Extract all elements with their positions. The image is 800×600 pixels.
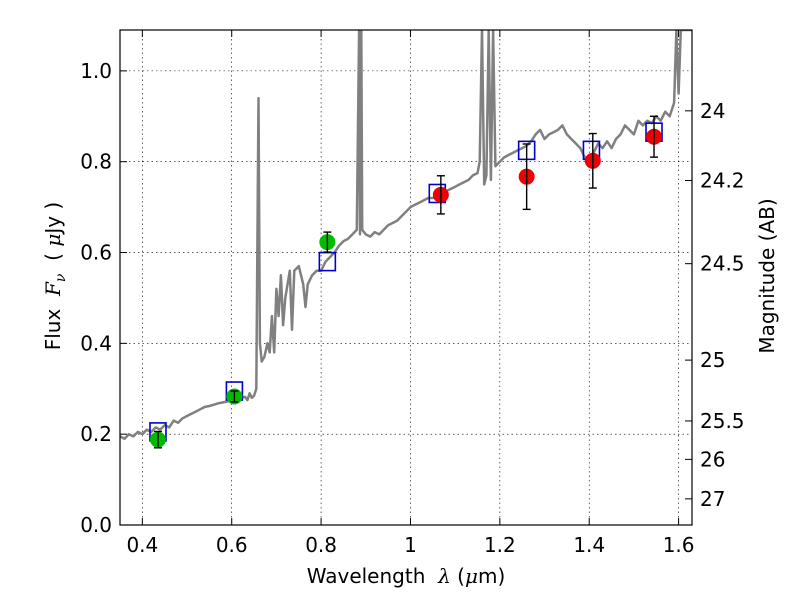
magnitude-tick-label: 24.2: [700, 169, 745, 193]
y-tick-label: 1.0: [80, 59, 112, 83]
magnitude-tick-label: 26: [700, 447, 725, 471]
x-tick-label: 0.6: [216, 533, 248, 557]
x-tick-label: 0.4: [126, 533, 158, 557]
magnitude-axis-title: Magnitude (AB): [755, 198, 779, 353]
y-tick-label: 0.4: [80, 331, 112, 355]
magnitude-tick-label: 25: [700, 348, 725, 372]
magnitude-tick-label: 24: [700, 99, 725, 123]
y-tick-label: 0.8: [80, 150, 112, 174]
y-tick-label: 0.2: [80, 422, 112, 446]
y-axis-title: Flux Fν ( μJy ): [41, 202, 69, 351]
y-tick-label: 0.6: [80, 241, 112, 265]
x-tick-label: 1: [404, 533, 417, 557]
data-layer: [120, 30, 692, 449]
x-tick-label: 1.2: [484, 533, 516, 557]
plot-frame: [119, 29, 693, 526]
x-tick-label: 0.8: [305, 533, 337, 557]
magnitude-tick-label: 27: [700, 487, 725, 511]
magnitude-tick-label: 24.5: [700, 252, 745, 276]
x-tick-label: 1.6: [663, 533, 695, 557]
x-tick-label: 1.4: [573, 533, 605, 557]
ticks: 0.4 0.6 0.8 1 1.2 1.4 1.6 0.0 0.2 0.4 0.6 0.8 1.0 24 2…: [80, 30, 745, 557]
y-tick-label: 0.0: [80, 513, 112, 537]
x-axis-title: Wavelength λ (μm): [307, 564, 506, 588]
magnitude-tick-label: 25.5: [700, 409, 745, 433]
